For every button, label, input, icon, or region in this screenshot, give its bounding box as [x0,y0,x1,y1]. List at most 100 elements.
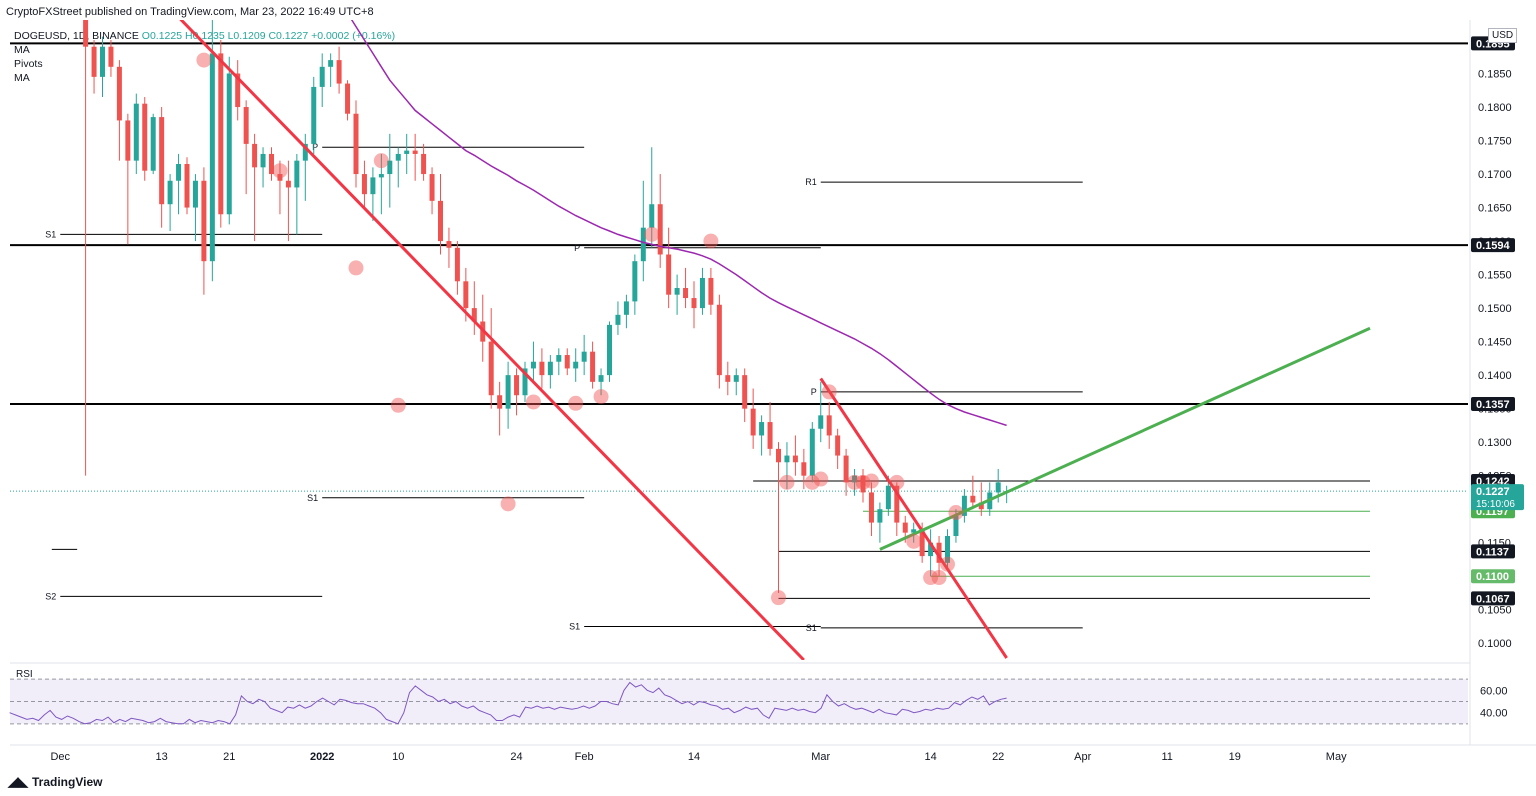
tradingview-brand: TradingView [32,775,103,789]
candle-body [395,153,401,161]
candle-body [733,375,739,382]
candle-body [454,247,460,282]
y-tick-label: 0.1650 [1478,203,1512,215]
candle-body [666,254,672,295]
candle-body [125,120,131,161]
price-tag: 0.1067 [1471,591,1515,606]
candle-body [750,408,756,436]
highlight-marker [948,505,964,521]
highlight-marker [847,474,863,490]
highlight-marker [390,397,406,413]
candle-body [252,143,258,168]
last-price-label: 0.1227 [1476,486,1510,498]
candle-body [328,60,334,67]
candle-body [269,153,274,175]
candle-body [218,53,224,215]
candle-body [201,180,207,262]
y-tick-label: 0.1400 [1478,370,1512,382]
candle-body [716,304,722,376]
candle-body [564,355,570,369]
candle-body [463,281,469,309]
candle-body [471,308,477,322]
candle-body [176,164,182,181]
x-tick-label: Dec [50,751,70,763]
candle-body [767,422,773,449]
indicator-ma-1[interactable]: MA [14,44,30,56]
candle-body [277,174,283,181]
highlight-marker [373,153,389,169]
price-tag-label: 0.1594 [1476,240,1511,252]
candle-body [919,529,925,557]
highlight-marker [196,52,212,68]
candle-body [530,361,536,369]
pivot-label: S1 [569,621,580,631]
price-tag-label: 0.1100 [1476,571,1509,583]
price-tag: 0.1137 [1471,544,1515,559]
candle-body [100,46,105,77]
x-tick-label: 24 [510,751,522,763]
candle-body [336,60,342,84]
y-tick-label: 0.1750 [1478,136,1512,148]
tradingview-logo-icon: ◢◣ [8,774,28,789]
candle-body [142,103,148,171]
pivot-label: S1 [806,623,817,633]
candle-body [623,301,629,315]
candle-body [792,455,798,463]
candle-body [184,164,190,208]
candle-body [581,351,587,362]
candle-body [167,180,173,205]
candle-body [615,314,621,325]
symbol-info: DOGEUSD, 1D, BINANCE [14,30,139,42]
x-tick-label: Feb [575,751,594,763]
candle-body [345,83,351,114]
x-tick-label: Mar [811,751,830,763]
price-tag-label: 0.1137 [1476,546,1509,558]
tradingview-footer[interactable]: ◢◣ TradingView [8,774,102,790]
price-tag-bg [1471,238,1515,253]
candle-body [649,204,655,228]
highlight-marker [779,474,795,490]
pivot-label: R1 [805,177,817,187]
candle-body [378,174,384,178]
candle-body [370,177,376,195]
x-tick-label: May [1326,751,1347,763]
indicator-pivots[interactable]: Pivots [14,58,43,70]
candle-body [691,298,697,309]
highlight-marker [348,260,364,276]
pivot-label: P [574,243,580,253]
candle-body [725,375,731,382]
candle-body [404,150,410,154]
candle-body [843,455,849,483]
candle-body [488,341,494,396]
x-tick-label: 21 [223,751,235,763]
candle-body [556,355,562,362]
pivot-label: P [811,387,817,397]
currency-button[interactable]: USD [1488,28,1518,43]
trend-line [879,326,1371,551]
highlight-marker [804,474,820,490]
x-tick-label: 13 [156,751,168,763]
countdown-label: 15:10:06 [1476,499,1515,510]
candle-body [260,153,266,168]
candle-body [683,288,689,299]
rsi-line [9,681,1007,725]
candle-body [801,462,807,476]
highlight-marker [593,389,609,405]
candle-body [547,361,553,376]
candle-body [446,241,452,248]
highlight-marker [821,384,837,400]
highlight-marker [863,473,879,489]
highlight-marker [923,570,939,586]
indicator-ma-2[interactable]: MA [14,72,30,84]
price-tag-label: 0.1067 [1476,593,1510,605]
rsi-tick-label: 60.00 [1480,685,1508,697]
pivot-label: S1 [307,493,318,503]
candle-body [818,415,824,429]
candle-body [505,375,511,409]
highlight-marker [771,590,786,606]
y-tick-label: 0.1450 [1478,337,1512,349]
x-tick-label: 14 [924,751,936,763]
x-tick-label: 10 [392,751,404,763]
candle-body [953,515,959,536]
